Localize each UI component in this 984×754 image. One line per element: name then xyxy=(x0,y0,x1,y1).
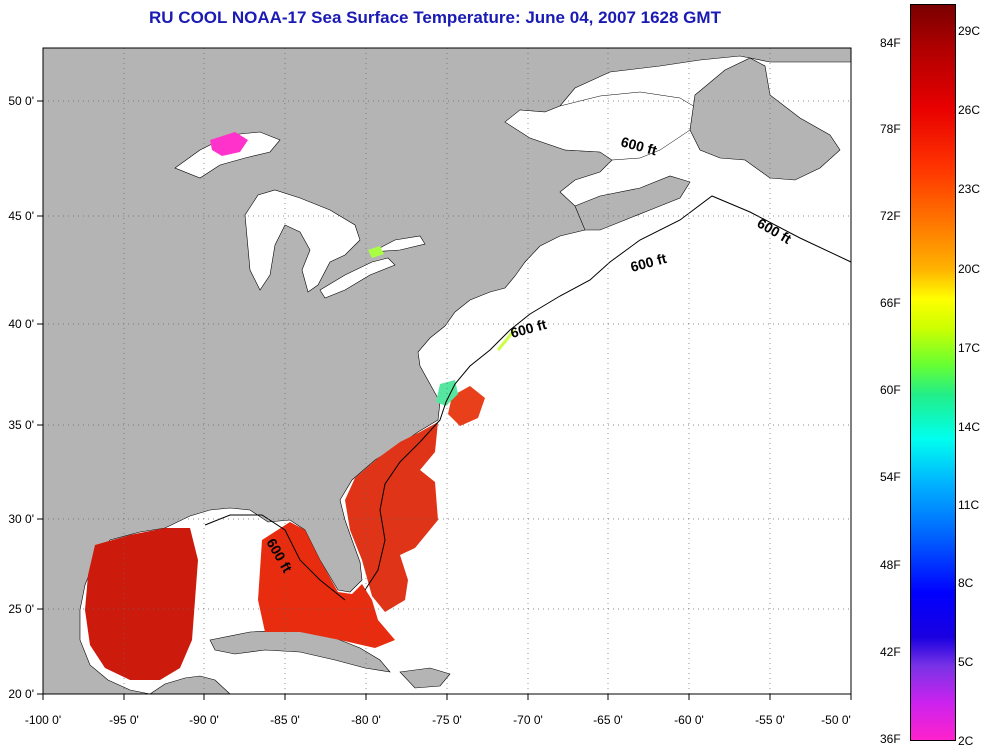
sst-gulf-west xyxy=(85,528,198,680)
colorbar-c-label: 17C xyxy=(958,341,981,355)
x-tick-label: -95 0' xyxy=(109,713,139,727)
colorbar-f-label: 36F xyxy=(880,732,901,746)
gulf-st-lawrence-water xyxy=(504,91,701,161)
x-tick-label: -75 0' xyxy=(432,713,462,727)
colorbar-f-label: 78F xyxy=(880,122,901,136)
y-tick-label: 30 0' xyxy=(8,512,34,526)
colorbar-f-label: 66F xyxy=(880,296,901,310)
sst-hatteras-patch xyxy=(448,386,485,426)
colorbar-c-label: 23C xyxy=(958,182,981,196)
x-tick-label: -70 0' xyxy=(513,713,543,727)
colorbar-f-label: 60F xyxy=(880,383,901,397)
colorbar-c-label: 29C xyxy=(958,24,981,38)
colorbar-c-label: 26C xyxy=(958,103,981,117)
colorbar-c-label: 14C xyxy=(958,420,981,434)
y-tick-label: 35 0' xyxy=(8,418,34,432)
colorbar-f-label: 42F xyxy=(880,645,901,659)
y-tick-label: 40 0' xyxy=(8,317,34,331)
colorbar-f-label: 84F xyxy=(880,36,901,50)
lake-michigan-huron xyxy=(244,189,361,293)
x-tick-label: -60 0' xyxy=(674,713,704,727)
land-hispaniola xyxy=(399,667,451,689)
tick-marks xyxy=(37,100,852,700)
sst-erie-patch xyxy=(368,246,384,258)
colorbar-c-label: 11C xyxy=(958,498,980,512)
y-tick-label: 45 0' xyxy=(8,209,34,223)
sst-superior-patch xyxy=(210,132,248,156)
x-tick-label: -80 0' xyxy=(351,713,381,727)
colorbar-c-label: 8C xyxy=(958,576,974,590)
land-newfoundland xyxy=(689,57,841,181)
map-title: RU COOL NOAA-17 Sea Surface Temperature:… xyxy=(149,8,721,27)
lake-erie-ontario xyxy=(319,235,426,299)
colorbar-f-label: 72F xyxy=(880,209,901,223)
x-tick-label: -65 0' xyxy=(593,713,623,727)
y-tick-label: 50 0' xyxy=(8,94,34,108)
y-tick-label: 25 0' xyxy=(8,602,34,616)
x-tick-label: -90 0' xyxy=(189,713,219,727)
x-tick-label: -85 0' xyxy=(270,713,300,727)
contour-600ft xyxy=(204,195,852,601)
colorbar-c-label: 20C xyxy=(958,262,981,276)
x-tick-label: -100 0' xyxy=(25,713,61,727)
colorbar-f-label: 54F xyxy=(880,470,901,484)
x-tick-label: -50 0' xyxy=(821,713,851,727)
colorbar-c-label: 5C xyxy=(958,655,974,669)
land-nova-scotia xyxy=(574,175,691,231)
sst-atlantic xyxy=(345,422,438,612)
colorbar-c-label: 2C xyxy=(958,734,974,748)
y-tick-label: 20 0' xyxy=(8,687,34,701)
x-tick-label: -55 0' xyxy=(755,713,785,727)
sst-mid-atlantic-line xyxy=(496,329,516,351)
colorbar-f-label: 48F xyxy=(880,558,901,572)
temperature-colorbar xyxy=(910,4,956,741)
